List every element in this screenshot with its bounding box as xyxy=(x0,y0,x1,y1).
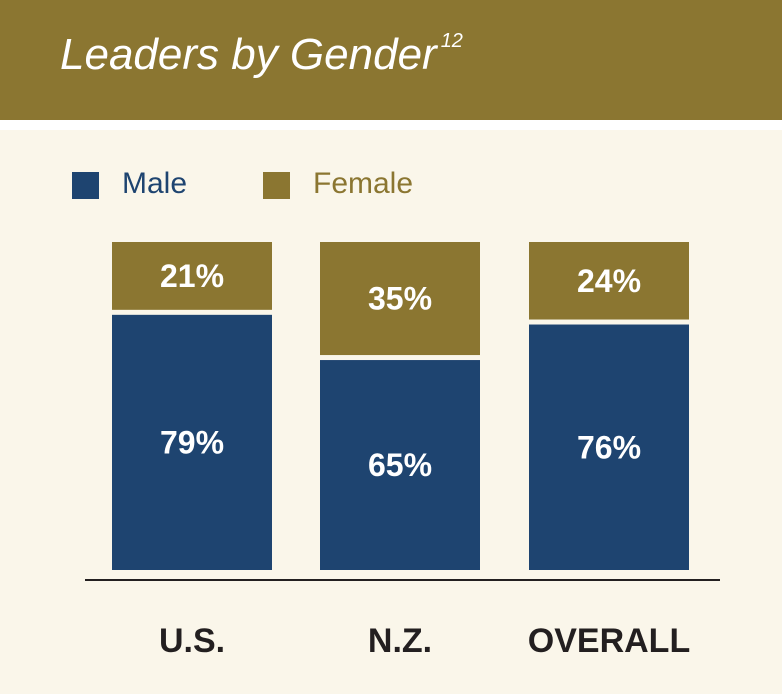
bar-label-male-0: 79% xyxy=(160,424,224,460)
legend-swatch-male xyxy=(72,172,99,199)
chart-title-text: Leaders by Gender xyxy=(60,30,437,79)
category-label-2: OVERALL xyxy=(528,622,690,660)
bar-female-0 xyxy=(112,242,272,310)
bar-label-female-0: 21% xyxy=(160,258,224,294)
bar-female-1 xyxy=(320,242,480,356)
bar-male-0 xyxy=(112,314,272,570)
title-footnote-ref: 12 xyxy=(440,30,463,52)
bar-label-male-2: 76% xyxy=(577,429,641,465)
category-label-0: U.S. xyxy=(159,622,225,660)
header-banner: Leaders by Gender 12 xyxy=(0,0,782,120)
bar-label-female-1: 35% xyxy=(368,281,432,317)
category-label-1: N.Z. xyxy=(368,622,432,660)
bar-female-2 xyxy=(529,242,689,320)
bar-male-1 xyxy=(320,360,480,570)
legend-swatch-female xyxy=(263,172,290,199)
bar-label-male-1: 65% xyxy=(368,447,432,483)
header-divider xyxy=(0,120,782,130)
legend-label-male: Male xyxy=(122,167,188,200)
legend-label-female: Female xyxy=(313,167,414,200)
bar-label-female-2: 24% xyxy=(577,263,641,299)
chart-title: Leaders by Gender 12 xyxy=(60,30,463,80)
bar-male-2 xyxy=(529,324,689,570)
